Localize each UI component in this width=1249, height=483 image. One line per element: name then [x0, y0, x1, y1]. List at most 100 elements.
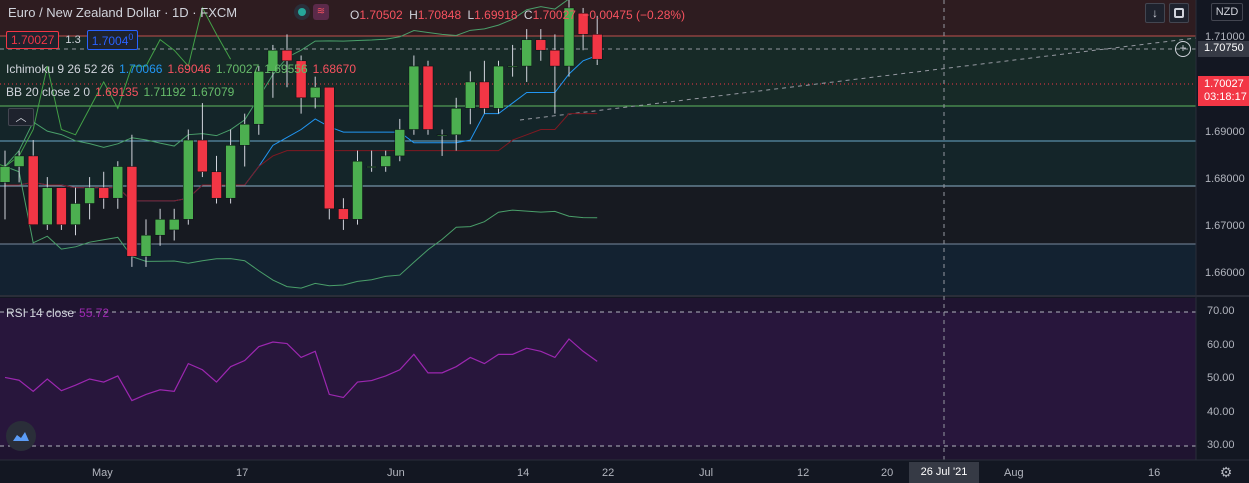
ohlc-open: 1.70502 [359, 8, 403, 22]
crosshair-date: 26 Jul '21 [920, 466, 968, 478]
time-tick-jun: Jun [387, 467, 405, 479]
candle-body [309, 86, 321, 99]
add-alert-button[interactable]: + [1175, 41, 1191, 57]
fullscreen-icon [1174, 8, 1184, 18]
candle-body [493, 65, 504, 109]
ohlc-high-label: H [409, 8, 418, 22]
ichimoku-lagging-value: 1.70027 [215, 62, 260, 76]
time-tick-may: May [92, 467, 113, 479]
band-lower-dark [0, 186, 1196, 244]
status-dot-icon [294, 4, 310, 20]
bid-price-button[interactable]: 1.70027 [6, 31, 60, 49]
candle-body [324, 86, 335, 210]
candle-body [56, 187, 67, 225]
time-tick-aug: Aug [1004, 467, 1024, 479]
band-bottom-blue [0, 244, 1196, 296]
separator-dot: · [192, 5, 201, 20]
candle-body [577, 12, 589, 35]
market-status-icon[interactable]: ≋ [313, 4, 329, 20]
last-price: 1.70027 [1204, 78, 1244, 90]
candle-body [168, 219, 180, 231]
candle-body [422, 65, 434, 130]
collapse-legend-button[interactable]: ︿ [8, 108, 34, 126]
price-axis[interactable]: 1.71000 1.69000 1.68000 1.67000 1.66000 [1197, 0, 1249, 296]
rsi-legend[interactable]: RSI 14 close 55.72 [6, 306, 109, 320]
candle-body [140, 234, 152, 257]
ohlc-change: −0.00475 (−0.28%) [582, 8, 686, 22]
ohlc-close-label: C [523, 8, 533, 22]
arrow-down-icon: ↓ [1152, 6, 1158, 20]
time-tick-jul: Jul [699, 467, 714, 479]
band-cloud [0, 106, 1196, 186]
interval[interactable]: 1D [172, 5, 189, 20]
candle-body [112, 166, 124, 199]
bb-lower-line [4, 166, 598, 289]
trend-line [519, 37, 1197, 121]
candle-body [225, 145, 236, 199]
time-tick-14: 14 [517, 467, 530, 479]
ichimoku-lagging-line [0, 6, 232, 168]
bb-lower-value: 1.67079 [190, 85, 235, 99]
separator-dot: · [164, 5, 173, 20]
candle-body [42, 187, 53, 225]
candle-body [253, 71, 265, 125]
rsi-value: 55.72 [79, 306, 110, 320]
candle-body [507, 65, 518, 68]
ichimoku-base-value: 1.69046 [167, 62, 211, 76]
ichimoku-span-b-value: 1.68670 [312, 62, 357, 76]
price-tick-3: 1.68000 [1205, 173, 1245, 185]
crosshair-date-label: 26 Jul '21 [909, 462, 979, 483]
candle-body [27, 155, 39, 225]
candle-body [281, 49, 293, 62]
price-tick-4: 1.67000 [1205, 220, 1245, 232]
download-button[interactable]: ↓ [1145, 3, 1165, 23]
bb-legend[interactable]: BB 20 close 2 0 1.69135 1.71192 1.67079 [6, 85, 234, 99]
ohlc-high: 1.70848 [417, 8, 462, 22]
candle-body [450, 108, 462, 136]
time-tick-17: 17 [236, 467, 249, 479]
price-tick-1: 1.71000 [1205, 31, 1245, 43]
ichimoku-conversion-value: 1.70066 [119, 62, 163, 76]
bb-upper-value: 1.71192 [143, 85, 186, 99]
rsi-axis[interactable]: 70.00 60.00 50.00 40.00 30.00 [1197, 298, 1249, 460]
ohlc-low: 1.69918 [474, 8, 518, 22]
symbol-name[interactable]: Euro / New Zealand Dollar [8, 5, 161, 20]
candle-body [352, 160, 363, 220]
rsi-tick-30: 30.00 [1207, 439, 1235, 451]
rsi-name: RSI 14 close [6, 306, 75, 320]
candle-body [98, 187, 109, 199]
rsi-layer [4, 338, 598, 402]
ichimoku-name: Ichimoku 9 26 52 26 [6, 62, 115, 76]
ask-price-main: 1.7004 [91, 34, 129, 48]
ohlc-values: O1.70502 H1.70848 L1.69918 C1.70027 −0.0… [350, 8, 685, 22]
last-price-label: 1.70027 03:18:17 [1198, 76, 1249, 106]
candle-body [338, 208, 349, 220]
fullscreen-button[interactable] [1169, 3, 1189, 23]
price-tick-2: 1.69000 [1205, 126, 1245, 138]
candle-body [563, 7, 575, 67]
candle-body [197, 139, 208, 173]
candle-body [394, 129, 406, 157]
rsi-tick-60: 60.00 [1207, 339, 1235, 351]
candle-body [549, 49, 561, 67]
spread-value: 1.3 [65, 34, 81, 46]
candle-body [84, 187, 95, 204]
candle-body [380, 155, 391, 167]
candle-body [126, 166, 138, 257]
candle-body [521, 39, 532, 67]
tradingview-logo-icon[interactable] [6, 421, 36, 451]
ichimoku-legend[interactable]: Ichimoku 9 26 52 26 1.70066 1.69046 1.70… [6, 62, 356, 76]
time-axis[interactable]: May 17 Jun 14 22 Jul 12 20 Aug 16 [0, 461, 1196, 483]
currency-button[interactable]: NZD [1211, 3, 1243, 21]
ohlc-low-label: L [467, 8, 475, 22]
chevron-up-icon: ︿ [15, 112, 27, 124]
candle-body [366, 166, 377, 168]
candle-body [239, 123, 250, 146]
candle-body [295, 60, 307, 99]
ask-price-button[interactable]: 1.70040 [86, 30, 139, 50]
ichimoku-span-a-value: 1.69556 [264, 62, 308, 76]
settings-gear-icon[interactable]: ⚙ [1219, 464, 1233, 480]
time-tick-16: 16 [1148, 467, 1161, 479]
bb-basis-value: 1.69135 [95, 85, 139, 99]
